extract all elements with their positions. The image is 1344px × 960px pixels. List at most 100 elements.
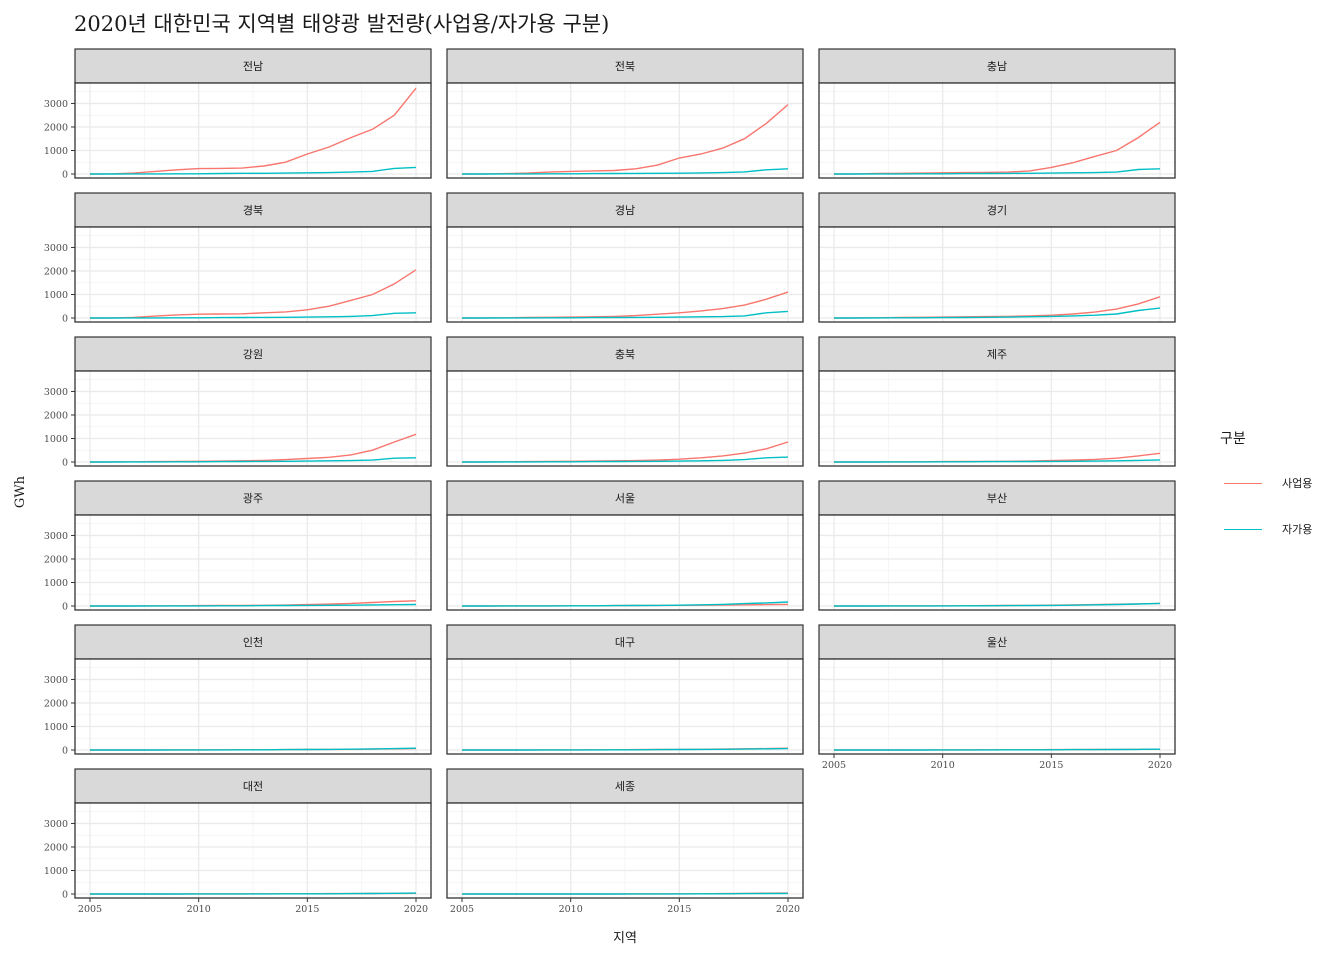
- panel-border: [446, 802, 804, 899]
- series-line-private: [462, 892, 789, 895]
- facet-label: 경기: [987, 204, 1007, 217]
- x-tick-label: 2020: [776, 904, 800, 915]
- facet-panel: 제주: [818, 336, 1176, 467]
- y-tick-label: 3000: [44, 387, 68, 398]
- facet-panel: 서울: [446, 480, 804, 611]
- y-tick-label: 3000: [44, 819, 68, 830]
- facet-panel: 경기: [818, 192, 1176, 323]
- x-axis-title: 지역: [613, 931, 637, 946]
- facet-strip: [446, 192, 804, 228]
- y-tick-label: 0: [62, 746, 68, 757]
- facet-panel: 경북 0 1000 2000 3000: [44, 192, 432, 325]
- series-line-private: [90, 603, 417, 607]
- series-line-private: [834, 307, 1161, 319]
- series-line-private: [462, 168, 789, 175]
- facet-panel: 인천 0 1000 2000 3000: [44, 624, 432, 757]
- facet-strip: [74, 768, 432, 804]
- panel-border: [446, 658, 804, 755]
- y-tick-label: 0: [62, 458, 68, 469]
- panel-border: [74, 514, 432, 611]
- panel-border: [818, 82, 1176, 179]
- legend-key-business: [1224, 483, 1262, 484]
- panel-border: [446, 226, 804, 323]
- facet-label: 제주: [987, 348, 1007, 361]
- series-line-private: [834, 459, 1161, 463]
- facet-strip: [446, 336, 804, 372]
- y-tick-label: 2000: [44, 410, 68, 421]
- facet-strip: [818, 480, 1176, 516]
- x-tick-label: 2010: [931, 760, 955, 771]
- facet-label: 경남: [615, 204, 635, 217]
- chart-title: 2020년 대한민국 지역별 태양광 발전량(사업용/자가용 구분): [74, 12, 610, 36]
- facet-strip: [818, 624, 1176, 660]
- series-line-private: [90, 747, 417, 751]
- facet-label: 경북: [243, 204, 263, 217]
- series-line-private: [90, 892, 417, 895]
- legend-label-private: 자가용: [1282, 523, 1313, 536]
- facet-label: 부산: [987, 492, 1007, 505]
- x-tick-label: 2010: [187, 904, 211, 915]
- y-tick-label: 1000: [44, 578, 68, 589]
- series-line-business: [89, 269, 417, 319]
- panel-border: [818, 370, 1176, 467]
- panel-border: [446, 370, 804, 467]
- panel-border: [818, 658, 1176, 755]
- panel-border: [74, 370, 432, 467]
- facet-strip: [74, 192, 432, 228]
- y-tick-label: 3000: [44, 99, 68, 110]
- legend-key-private: [1224, 529, 1262, 530]
- y-tick-label: 1000: [44, 434, 68, 445]
- x-tick-label: 2015: [667, 904, 691, 915]
- y-tick-label: 2000: [44, 698, 68, 709]
- facet-panel: 대전 0 1000 2000 3000 2005 2010 2015 2020: [44, 768, 432, 915]
- facet-strip: [446, 768, 804, 804]
- x-tick-label: 2015: [1039, 760, 1063, 771]
- facet-panel: 강원 0 1000 2000 3000: [44, 336, 432, 469]
- facet-label: 울산: [987, 636, 1007, 649]
- facet-strip: [446, 624, 804, 660]
- facet-panel: 세종 2005 2010 2015 2020: [446, 768, 804, 915]
- x-tick-label: 2005: [450, 904, 474, 915]
- series-line-private: [834, 748, 1161, 751]
- series-line-private: [834, 602, 1161, 607]
- facet-label: 광주: [243, 492, 263, 505]
- y-tick-label: 3000: [44, 531, 68, 542]
- y-tick-label: 1000: [44, 290, 68, 301]
- facet-label: 대구: [615, 636, 635, 649]
- x-tick-label: 2005: [822, 760, 846, 771]
- panel-border: [74, 82, 432, 179]
- facet-panel: 울산 2005 2010 2015 2020: [818, 624, 1176, 771]
- y-tick-label: 3000: [44, 675, 68, 686]
- series-line-private: [462, 310, 789, 319]
- facet-label: 서울: [615, 492, 635, 505]
- facet-label: 충남: [987, 60, 1007, 73]
- legend-label-business: 사업용: [1282, 477, 1313, 490]
- series-line-private: [462, 456, 789, 463]
- facet-panel: 광주 0 1000 2000 3000: [44, 480, 432, 613]
- series-line-business: [89, 87, 417, 175]
- facet-panel: 대구: [446, 624, 804, 755]
- panel-border: [818, 226, 1176, 323]
- facet-strip: [74, 624, 432, 660]
- facet-panel: 전남 0 1000 2000 3000: [44, 48, 432, 181]
- series-line-private: [90, 457, 417, 463]
- legend-item-private: 자가용: [1220, 520, 1330, 540]
- facet-label: 세종: [615, 780, 635, 793]
- y-tick-label: 2000: [44, 554, 68, 565]
- facet-panel: 부산: [818, 480, 1176, 611]
- series-line-private: [462, 747, 789, 751]
- facet-strip: [74, 48, 432, 84]
- facet-strip: [74, 480, 432, 516]
- x-tick-label: 2020: [404, 904, 428, 915]
- y-axis-title: GWh: [13, 475, 28, 508]
- y-tick-label: 1000: [44, 722, 68, 733]
- panel-border: [818, 514, 1176, 611]
- panel-border: [446, 82, 804, 179]
- y-tick-label: 0: [62, 602, 68, 613]
- facet-label: 전남: [243, 60, 263, 73]
- panel-border: [446, 514, 804, 611]
- y-tick-label: 2000: [44, 842, 68, 853]
- facet-strip: [818, 48, 1176, 84]
- series-line-private: [90, 312, 417, 319]
- x-tick-label: 2015: [295, 904, 319, 915]
